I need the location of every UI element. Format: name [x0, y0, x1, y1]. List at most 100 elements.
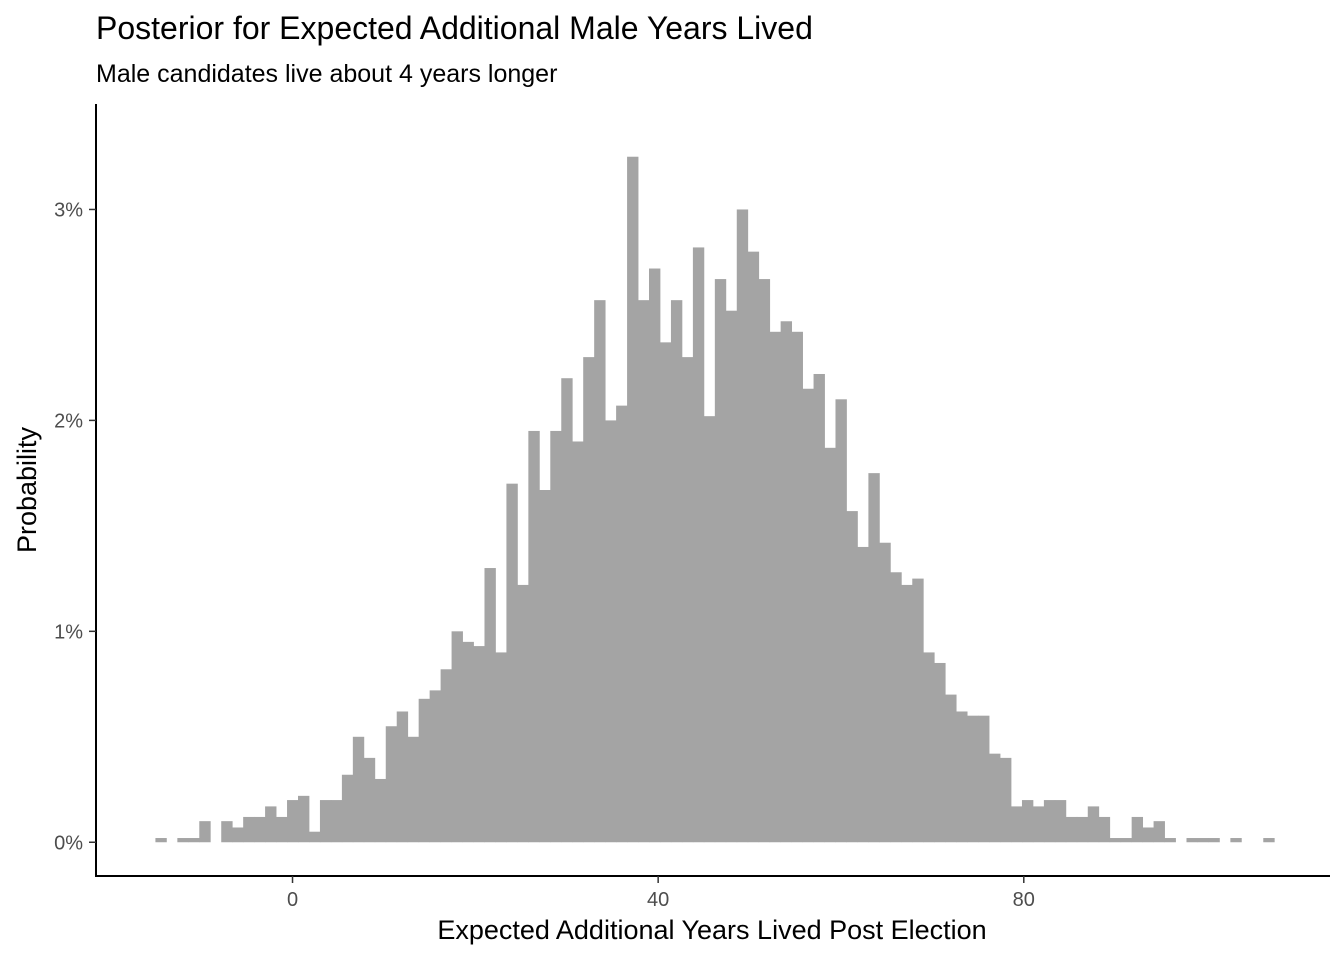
histogram-bar [572, 441, 584, 843]
histogram-bar [462, 641, 474, 843]
histogram-bar [725, 310, 738, 843]
histogram-bar [1120, 838, 1133, 843]
histogram-bar [1230, 838, 1242, 843]
histogram-bar [484, 568, 496, 843]
histogram-bar [539, 490, 551, 843]
histogram-bar [177, 838, 189, 843]
histogram-bar [1109, 838, 1122, 843]
histogram-bar [363, 757, 376, 843]
histogram-bar [681, 357, 694, 843]
histogram-bar [385, 726, 398, 843]
histogram-bar [1208, 838, 1220, 843]
histogram-bar [890, 572, 902, 843]
histogram-bar [638, 300, 650, 843]
histogram-bar [528, 430, 540, 843]
histogram-bar [1186, 838, 1198, 843]
histogram-bar [945, 694, 957, 843]
histogram-bar [1043, 800, 1056, 843]
histogram-bar [1021, 800, 1034, 843]
histogram-bar [396, 711, 409, 843]
histogram-bar [901, 584, 913, 843]
histogram-bar [879, 542, 891, 843]
histogram-bar [1263, 838, 1275, 843]
histogram-bar [649, 268, 661, 843]
histogram-bar [374, 778, 387, 843]
axes [95, 104, 1330, 877]
histogram-bar [1164, 838, 1176, 843]
histogram-bar [1098, 816, 1111, 843]
histogram-bar [1153, 821, 1165, 843]
histogram-bar [155, 838, 167, 843]
histogram-bar [989, 753, 1001, 843]
histogram-bar [429, 690, 442, 843]
histogram-bar [1131, 816, 1144, 843]
x-axis-title: Expected Additional Years Lived Post Ele… [437, 915, 986, 945]
histogram-bar [407, 736, 420, 843]
histogram-bar [1076, 816, 1089, 843]
histogram-bar [199, 821, 211, 843]
histogram-bar [835, 399, 847, 843]
histogram-bar [550, 430, 562, 843]
histogram-bar [254, 816, 266, 843]
histogram-bar [330, 800, 343, 843]
histogram-bar [824, 447, 836, 843]
histogram-bar [769, 331, 782, 843]
histogram-bar [692, 247, 705, 843]
histogram-bar [495, 652, 507, 843]
histogram-bar [1065, 816, 1078, 843]
histogram-bar [703, 416, 716, 843]
histogram-bar [451, 631, 463, 843]
histogram-bar [659, 342, 672, 843]
histogram-bar [934, 662, 946, 843]
chart-subtitle: Male candidates live about 4 years longe… [96, 60, 557, 88]
histogram-bar [780, 321, 793, 843]
histogram-bar [747, 251, 760, 843]
histogram-bar [956, 711, 968, 843]
histogram-bar [276, 816, 288, 843]
histogram-bar [1197, 838, 1209, 843]
histogram-bar [802, 388, 814, 843]
histogram-bar [670, 300, 683, 843]
x-tick-label: 80 [1013, 889, 1035, 911]
histogram-bar [298, 795, 310, 843]
histogram-bars [155, 156, 1275, 843]
histogram-bar [813, 373, 825, 843]
chart-title: Posterior for Expected Additional Male Y… [96, 10, 813, 46]
histogram-bar [352, 736, 365, 843]
histogram-bar [319, 800, 332, 843]
histogram-bar [846, 511, 858, 843]
histogram-bar [791, 331, 803, 843]
histogram-bar [440, 669, 452, 843]
histogram-bar [188, 838, 200, 843]
histogram-bar [473, 646, 485, 843]
histogram-bar [221, 821, 233, 843]
axis-ticks: 0 40 80 0% 1% 2% 3% [54, 199, 1035, 911]
histogram-bar [912, 578, 924, 843]
histogram-bar [967, 715, 979, 843]
y-tick-label: 1% [54, 621, 83, 643]
histogram-bar [1032, 806, 1045, 843]
histogram-bar [923, 652, 935, 843]
x-tick-label: 0 [287, 889, 298, 911]
histogram-bar [1054, 800, 1067, 843]
y-axis-title: Probability [12, 426, 42, 553]
histogram-bar [265, 806, 277, 843]
histogram-bar [561, 378, 573, 843]
histogram-bar [308, 831, 321, 843]
histogram-bar [1000, 757, 1012, 843]
y-tick-label: 3% [54, 199, 83, 221]
histogram-bar [506, 483, 518, 843]
x-tick-label: 40 [647, 889, 669, 911]
y-tick-label: 2% [54, 410, 83, 432]
histogram-bar [616, 405, 628, 843]
histogram-bar [857, 546, 869, 843]
histogram-bar [1142, 827, 1154, 843]
histogram-bar [868, 473, 880, 843]
histogram-bar [243, 816, 255, 843]
histogram-bar [232, 827, 244, 843]
histogram-bar [605, 420, 617, 843]
histogram-bar [1087, 806, 1100, 843]
histogram-bar [1010, 806, 1023, 843]
histogram-bar [714, 279, 727, 843]
